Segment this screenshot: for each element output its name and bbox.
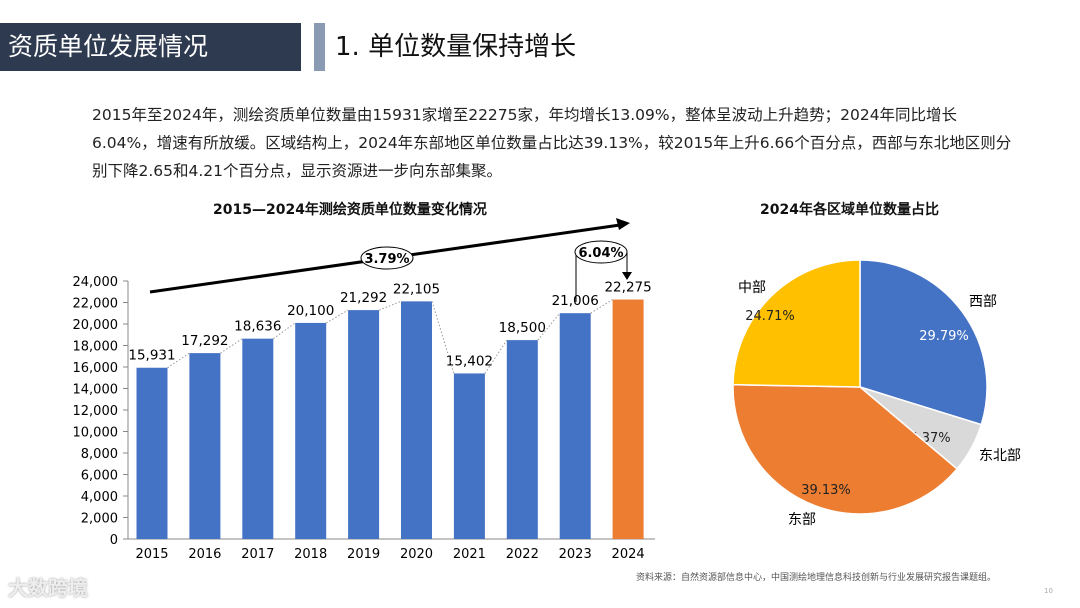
pie-category-label: 中部 <box>738 280 766 296</box>
x-tick-label: 2017 <box>241 547 274 562</box>
yoy-badge-label: 6.04% <box>578 246 623 261</box>
title-accent-bar <box>314 23 325 71</box>
y-tick-label: 12,000 <box>73 404 119 419</box>
x-tick-label: 2023 <box>559 547 592 562</box>
y-tick-label: 4,000 <box>81 490 118 505</box>
bar-2021 <box>453 373 485 539</box>
pie-value-label: 29.79% <box>919 329 969 344</box>
pie-slice-2 <box>732 383 959 515</box>
y-tick-label: 22,000 <box>73 297 119 312</box>
bar-2016 <box>189 353 221 539</box>
bar-2017 <box>242 338 274 539</box>
bar-2015 <box>136 367 168 539</box>
trend-badge <box>360 246 414 270</box>
data-label: 15,931 <box>128 348 175 364</box>
x-tick-label: 2016 <box>188 547 221 562</box>
y-tick-label: 16,000 <box>73 361 119 376</box>
data-label: 20,100 <box>287 303 334 319</box>
bar-chart-title: 2015—2024年测绘资质单位数量变化情况 <box>213 202 487 218</box>
connector-line <box>378 300 402 311</box>
bar-2019 <box>348 310 380 539</box>
source-note: 资料来源：自然资源部信息中心，中国测绘地理信息科技创新与行业发展研究报告课题组。 <box>636 573 997 583</box>
section-label: 资质单位发展情况 <box>0 23 301 71</box>
data-label: 21,292 <box>340 290 387 306</box>
connector-line <box>325 309 349 324</box>
x-tick-label: 2022 <box>506 547 539 562</box>
y-tick-label: 24,000 <box>73 275 119 290</box>
connector-line <box>431 301 455 374</box>
bar-chart: 0 2,000 4,000 6,000 8,000 10,000 12,000 14,000 1… <box>73 218 655 562</box>
y-tick-label: 0 <box>110 533 118 548</box>
data-label: 15,402 <box>446 353 493 369</box>
pie-category-label: 东北部 <box>979 448 1021 464</box>
data-label: 18,500 <box>499 320 546 336</box>
yoy-arrowhead-icon <box>622 272 632 280</box>
summary-paragraph: 2015年至2024年，测绘资质单位数量由15931家增至22275家，年均增长… <box>92 106 1012 180</box>
connector-line <box>167 352 190 369</box>
y-tick-label: 20,000 <box>73 318 119 333</box>
x-tick-label: 2020 <box>400 547 433 562</box>
page-number: 10 <box>1044 587 1053 595</box>
x-tick-label: 2019 <box>347 547 380 562</box>
pie-chart-title: 2024年各区域单位数量占比 <box>760 202 939 218</box>
x-tick-label: 2015 <box>135 547 168 562</box>
trend-badge-label: 3.79% <box>364 252 409 267</box>
connector-line <box>537 312 561 341</box>
arrowhead-icon <box>616 218 630 230</box>
page-title: 1. 单位数量保持增长 <box>335 32 577 62</box>
data-label: 17,292 <box>181 333 228 349</box>
x-tick-label: 2024 <box>612 547 645 562</box>
data-label: 22,105 <box>393 281 440 297</box>
pie-category-label: 西部 <box>969 294 997 310</box>
bar-2022 <box>506 340 538 539</box>
pie-value-label: 24.71% <box>745 309 795 324</box>
bar-2023 <box>559 313 591 539</box>
y-tick-label: 14,000 <box>73 383 119 398</box>
y-tick-label: 6,000 <box>81 469 118 484</box>
x-tick-label: 2021 <box>453 547 486 562</box>
pie-slice-3 <box>732 259 861 388</box>
pie-category-label: 东部 <box>788 512 816 528</box>
y-tick-label: 8,000 <box>81 447 118 462</box>
data-label: 21,006 <box>552 293 599 309</box>
connector-line <box>590 299 613 314</box>
bar-2020 <box>401 301 432 539</box>
y-tick-label: 2,000 <box>81 512 118 527</box>
y-tick-label: 18,000 <box>73 340 119 355</box>
pie-value-label: 39.13% <box>801 483 851 498</box>
data-label: 22,275 <box>604 280 651 296</box>
bar-2024 <box>612 299 644 539</box>
connector-line <box>273 322 296 340</box>
bar-2018 <box>295 322 327 539</box>
yoy-badge <box>574 240 628 264</box>
pie-slice-0 <box>859 259 988 426</box>
watermark-logo: 大数跨境 <box>8 576 88 600</box>
y-tick-label: 10,000 <box>73 426 119 441</box>
connector-line <box>220 338 243 354</box>
data-label: 18,636 <box>234 319 281 335</box>
x-tick-label: 2018 <box>294 547 327 562</box>
